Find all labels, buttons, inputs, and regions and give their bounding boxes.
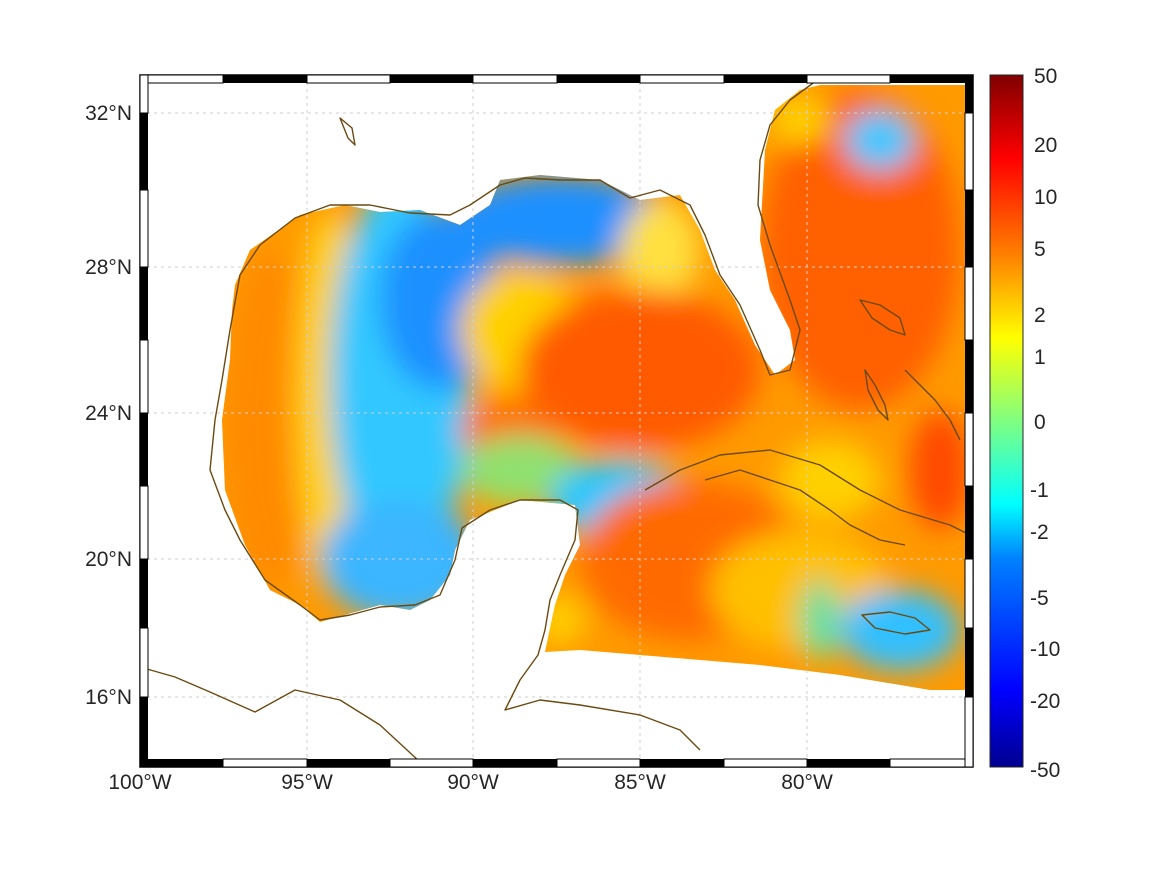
colorbar-label-neg10: -10 [1030, 638, 1060, 661]
longitude-labels: 100°W 95°W 90°W 85°W 80°W [108, 771, 833, 794]
colorbar-label-neg5: -5 [1030, 587, 1049, 610]
colorbar-label-neg2: -2 [1030, 521, 1049, 544]
colorbar-label-0: 0 [1034, 411, 1046, 434]
colorbar-gradient [989, 74, 1024, 768]
lon-label-90w: 90°W [447, 771, 499, 794]
lon-label-80w: 80°W [781, 771, 833, 794]
map-frame [139, 74, 974, 768]
lat-label-24n: 24°N [85, 402, 132, 425]
lat-label-16n: 16°N [85, 686, 132, 709]
graticule [140, 75, 973, 767]
lat-label-32n: 32°N [85, 102, 132, 125]
colorbar-label-2: 2 [1034, 304, 1046, 327]
colorbar-label-10: 10 [1034, 186, 1057, 209]
colorbar-label-neg50: -50 [1030, 759, 1060, 782]
lon-label-85w: 85°W [614, 771, 666, 794]
colorbar-label-5: 5 [1034, 238, 1046, 261]
colorbar-label-20: 20 [1034, 134, 1057, 157]
latitude-labels: 32°N 28°N 24°N 20°N 16°N [85, 102, 132, 709]
lat-label-28n: 28°N [85, 256, 132, 279]
lat-label-20n: 20°N [85, 548, 132, 571]
ocean-color-field [222, 85, 965, 690]
colorbar-label-neg20: -20 [1030, 690, 1060, 713]
colorbar-label-neg1: -1 [1030, 479, 1049, 502]
colorbar-label-50: 50 [1034, 65, 1057, 88]
lon-label-95w: 95°W [281, 771, 333, 794]
colorbar: 50 20 10 5 2 1 0 -1 -2 -5 -10 -20 -50 [989, 65, 1060, 782]
lon-label-100w: 100°W [108, 771, 171, 794]
coastlines [139, 77, 971, 763]
colorbar-label-1: 1 [1034, 346, 1046, 369]
